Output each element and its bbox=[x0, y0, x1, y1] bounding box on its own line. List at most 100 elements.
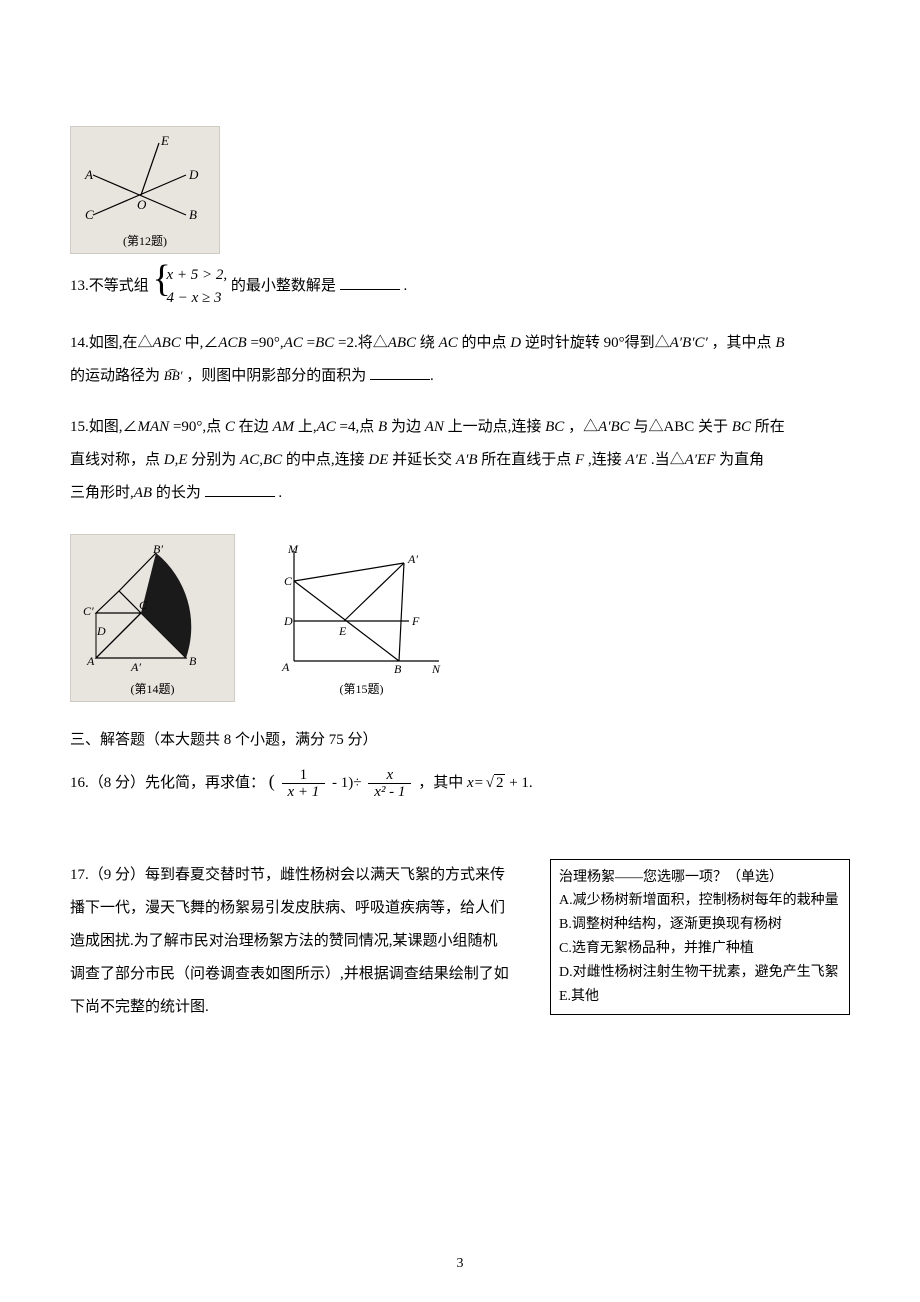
t: ，其中 bbox=[418, 775, 467, 791]
figure-15: M C D A E F A′ B N (第15题) bbox=[263, 534, 460, 702]
svg-text:B′: B′ bbox=[153, 543, 163, 556]
t: 所在 bbox=[755, 419, 785, 435]
t: 2 bbox=[494, 774, 506, 791]
t: AC bbox=[439, 335, 458, 351]
label-B: B bbox=[189, 207, 197, 222]
survey-opt-e: E.其他 bbox=[559, 985, 841, 1009]
t: 在边 bbox=[239, 419, 273, 435]
t: A′EF bbox=[685, 452, 716, 468]
t: 所在直线于点 bbox=[481, 452, 575, 468]
svg-text:D: D bbox=[283, 614, 293, 628]
t: MAN bbox=[138, 419, 170, 435]
label-D: D bbox=[188, 167, 199, 182]
t: .当△ bbox=[651, 452, 685, 468]
q13-blank bbox=[340, 275, 400, 290]
label-A: A bbox=[84, 167, 93, 182]
t: 分别为 bbox=[191, 452, 240, 468]
t: 上一动点,连接 bbox=[448, 419, 546, 435]
svg-text:B: B bbox=[189, 654, 197, 668]
t: 为边 bbox=[391, 419, 425, 435]
t: ，则图中阴影部分的面积为 bbox=[186, 368, 366, 384]
q14-blank bbox=[370, 365, 430, 380]
t: 的中点 bbox=[462, 335, 511, 351]
t: 的长为 bbox=[156, 485, 201, 501]
svg-text:D: D bbox=[96, 624, 106, 638]
t: 逆时针旋转 90°得到△ bbox=[525, 335, 670, 351]
figure-15-caption: (第15题) bbox=[274, 680, 449, 697]
t: =90°,点 bbox=[173, 419, 225, 435]
t: ,连接 bbox=[588, 452, 626, 468]
t: BC bbox=[315, 335, 334, 351]
svg-text:E: E bbox=[338, 624, 347, 638]
t: ACB bbox=[218, 335, 246, 351]
svg-text:C: C bbox=[284, 574, 293, 588]
svg-text:N: N bbox=[431, 662, 441, 673]
t: D bbox=[510, 335, 521, 351]
q15-blank bbox=[205, 482, 275, 497]
t: A′B bbox=[456, 452, 478, 468]
t: ABC bbox=[153, 335, 181, 351]
t: 为直角 bbox=[719, 452, 764, 468]
t: BC bbox=[545, 419, 564, 435]
section-3-title: 三、解答题（本大题共 8 个小题，满分 75 分） bbox=[70, 728, 850, 749]
question-15: 15.如图,∠MAN =90°,点 C 在边 AM 上,AC =4,点 B 为边… bbox=[70, 411, 850, 510]
figure-14-caption: (第14题) bbox=[81, 680, 224, 697]
t: AM bbox=[272, 419, 294, 435]
svg-text:F: F bbox=[411, 614, 420, 628]
t: B bbox=[378, 419, 387, 435]
t: 绕 bbox=[420, 335, 439, 351]
t: AN bbox=[425, 419, 444, 435]
survey-opt-b: B.调整树种结构，逐渐更换现有杨树 bbox=[559, 913, 841, 937]
t: ABC bbox=[388, 335, 416, 351]
figure-15-svg: M C D A E F A′ B N bbox=[274, 543, 449, 673]
svg-text:M: M bbox=[287, 543, 299, 556]
question-14: 14.如图,在△ABC 中,∠ACB =90°,AC =BC =2.将△ABC … bbox=[70, 327, 850, 393]
q13-prefix: 13.不等式组 bbox=[70, 278, 149, 294]
svg-text:A: A bbox=[86, 654, 95, 668]
t: AC,BC bbox=[240, 452, 282, 468]
svg-text:A′: A′ bbox=[407, 552, 418, 566]
label-E: E bbox=[160, 135, 169, 148]
q13-suffix: 的最小整数解是 bbox=[231, 278, 336, 294]
t: ，其中点 bbox=[712, 335, 776, 351]
t: + 1. bbox=[505, 775, 532, 791]
t: . bbox=[278, 485, 282, 501]
sqrt-2: 2 bbox=[484, 770, 506, 797]
t: 16.（8 分）先化简，再求值： bbox=[70, 775, 265, 791]
t: 与△ABC 关于 bbox=[633, 419, 731, 435]
question-13: 13.不等式组 x + 5 > 2, 4 − x ≥ 3 的最小整数解是 . bbox=[70, 264, 850, 309]
question-17: 治理杨絮——您选哪一项？（单选） A.减少杨树新增面积，控制杨树每年的栽种量 B… bbox=[70, 859, 850, 1024]
t: B bbox=[775, 335, 784, 351]
svg-text:A′: A′ bbox=[130, 660, 141, 673]
question-16: 16.（8 分）先化简，再求值： ( 1 x + 1 - 1)÷ x x² - … bbox=[70, 765, 850, 801]
survey-opt-c: C.选育无絮杨品种，并推广种植 bbox=[559, 937, 841, 961]
q13-system: x + 5 > 2, 4 − x ≥ 3 bbox=[153, 264, 228, 309]
t: 直线对称，点 bbox=[70, 452, 164, 468]
svg-text:A: A bbox=[281, 660, 290, 673]
survey-box: 治理杨絮——您选哪一项？（单选） A.减少杨树新增面积，控制杨树每年的栽种量 B… bbox=[550, 859, 850, 1016]
figure-14-svg: A A′ B B′ C C′ D bbox=[81, 543, 221, 673]
q13-line2: 4 − x ≥ 3 bbox=[167, 290, 222, 306]
svg-text:C′: C′ bbox=[83, 604, 94, 618]
t: A′B′C′ bbox=[670, 335, 708, 351]
label-O: O bbox=[137, 197, 147, 212]
survey-opt-a: A.减少杨树新增面积，控制杨树每年的栽种量 bbox=[559, 889, 841, 913]
figure-14: A A′ B B′ C C′ D (第14题) bbox=[70, 534, 235, 702]
t: 上, bbox=[298, 419, 317, 435]
figures-row: A A′ B B′ C C′ D (第14题) M C D bbox=[70, 528, 850, 712]
t: 15.如图,∠ bbox=[70, 419, 138, 435]
page-number: 3 bbox=[0, 1256, 920, 1272]
t: 中,∠ bbox=[185, 335, 219, 351]
t: 并延长交 bbox=[392, 452, 456, 468]
t: 三角形时, bbox=[70, 485, 134, 501]
t: x= bbox=[467, 775, 484, 791]
t: BC bbox=[732, 419, 751, 435]
figure-12-svg: A B C D E O bbox=[81, 135, 201, 225]
t: ，△ bbox=[568, 419, 598, 435]
t: - 1)÷ bbox=[332, 775, 361, 791]
t: A′BC bbox=[598, 419, 630, 435]
t: F bbox=[575, 452, 584, 468]
arc-bb: B͡B′ bbox=[164, 368, 183, 383]
t: AC bbox=[284, 335, 303, 351]
figure-12-caption: (第12题) bbox=[81, 232, 209, 249]
